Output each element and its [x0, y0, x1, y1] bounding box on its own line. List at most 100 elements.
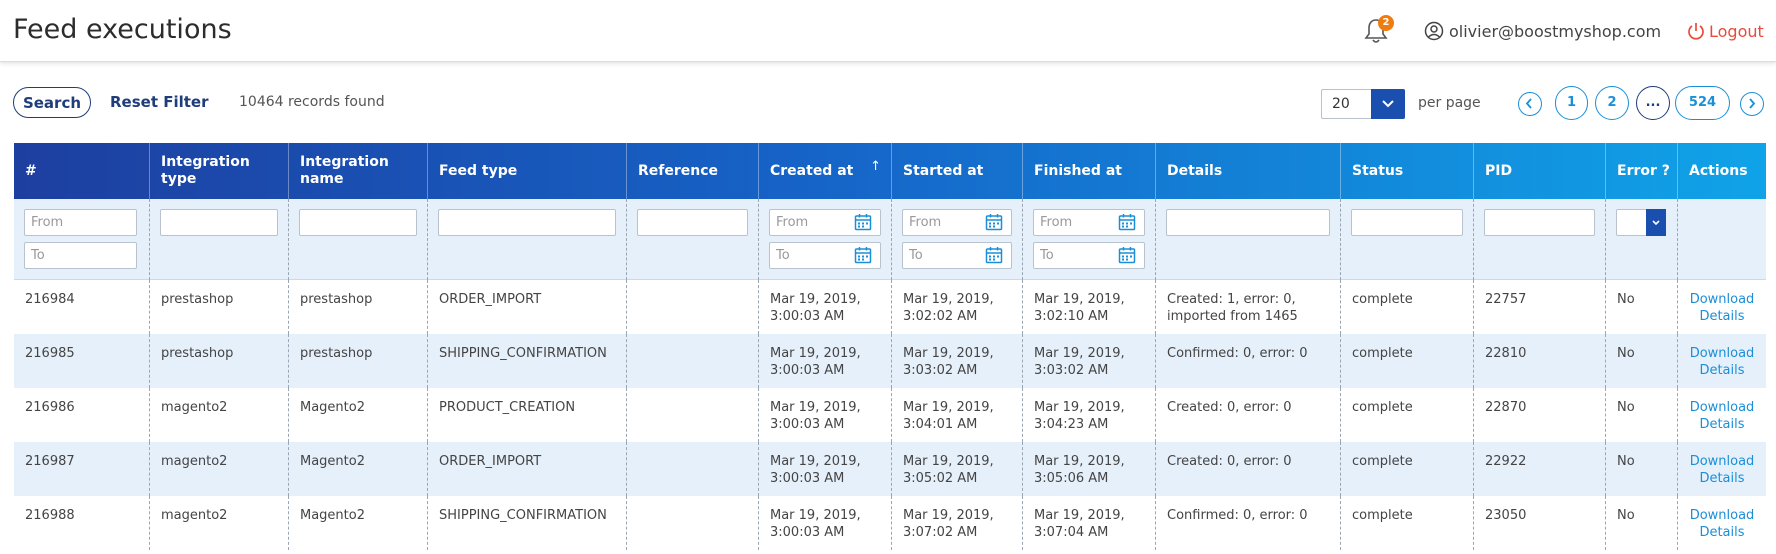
filter-cell-details — [1156, 199, 1341, 280]
cell-pid: 22757 — [1474, 280, 1606, 334]
search-button[interactable]: Search — [13, 87, 91, 118]
download-details-link[interactable]: Download Details — [1689, 454, 1755, 486]
cell-details: Created: 0, error: 0 — [1156, 388, 1341, 442]
calendar-icon[interactable] — [985, 246, 1003, 264]
download-details-link[interactable]: Download Details — [1689, 400, 1755, 432]
sort-ascending-icon: ↑ — [870, 159, 881, 174]
cell-details: Created: 1, error: 0, imported from 1465 — [1156, 280, 1341, 334]
filter-row — [14, 199, 1766, 280]
details-filter-input[interactable] — [1166, 209, 1330, 236]
cell-integration-name: Magento2 — [289, 496, 428, 550]
filter-cell-reference — [627, 199, 759, 280]
error-filter-select[interactable] — [1616, 209, 1666, 236]
column-header-error[interactable]: Error ? — [1606, 143, 1678, 199]
filter-cell-error — [1606, 199, 1678, 280]
cell-reference — [627, 334, 759, 388]
cell-started-at: Mar 19, 2019, 3:03:02 AM — [892, 334, 1023, 388]
calendar-icon[interactable] — [854, 246, 872, 264]
cell-integration-name: prestashop — [289, 280, 428, 334]
download-details-link[interactable]: Download Details — [1689, 292, 1755, 324]
created-at-label: Created at — [770, 162, 854, 179]
page-button-last[interactable]: 524 — [1675, 86, 1730, 120]
column-header-feed-type[interactable]: Feed type — [428, 143, 627, 199]
calendar-icon[interactable] — [1118, 213, 1136, 231]
cell-finished-at: Mar 19, 2019, 3:07:04 AM — [1023, 496, 1156, 550]
filter-cell-id — [14, 199, 150, 280]
started-at-to-input[interactable] — [902, 242, 1012, 269]
column-header-pid[interactable]: PID — [1474, 143, 1606, 199]
column-header-id[interactable]: # — [14, 143, 150, 199]
cell-actions: Download Details — [1678, 334, 1766, 388]
reference-filter-input[interactable] — [637, 209, 748, 236]
page-button-1[interactable]: 1 — [1555, 86, 1588, 120]
feed-type-filter-input[interactable] — [438, 209, 616, 236]
cell-integration-name: Magento2 — [289, 442, 428, 496]
cell-status: complete — [1341, 280, 1474, 334]
cell-created-at: Mar 19, 2019, 3:00:03 AM — [759, 388, 892, 442]
cell-integration-type: magento2 — [150, 388, 289, 442]
cell-created-at: Mar 19, 2019, 3:00:03 AM — [759, 442, 892, 496]
cell-reference — [627, 442, 759, 496]
calendar-icon[interactable] — [1118, 246, 1136, 264]
cell-id: 216987 — [14, 442, 150, 496]
integration-type-filter-input[interactable] — [160, 209, 278, 236]
download-details-link[interactable]: Download Details — [1689, 346, 1755, 378]
filter-cell-created-at — [759, 199, 892, 280]
pid-filter-input[interactable] — [1484, 209, 1595, 236]
user-email: olivier@boostmyshop.com — [1449, 21, 1662, 41]
next-page-button[interactable] — [1740, 92, 1764, 116]
logout-link[interactable]: Logout — [1687, 20, 1764, 42]
logout-label: Logout — [1709, 21, 1764, 41]
column-header-integration-name[interactable]: Integration name — [289, 143, 428, 199]
integration-name-filter-input[interactable] — [299, 209, 417, 236]
column-header-status[interactable]: Status — [1341, 143, 1474, 199]
cell-actions: Download Details — [1678, 388, 1766, 442]
per-page-dropdown-button[interactable] — [1371, 89, 1405, 119]
column-header-finished-at[interactable]: Finished at — [1023, 143, 1156, 199]
cell-integration-name: prestashop — [289, 334, 428, 388]
column-header-reference[interactable]: Reference — [627, 143, 759, 199]
filter-cell-integration-name — [289, 199, 428, 280]
column-header-details[interactable]: Details — [1156, 143, 1341, 199]
page-title: Feed executions — [13, 14, 232, 45]
filter-cell-finished-at — [1023, 199, 1156, 280]
cell-actions: Download Details — [1678, 442, 1766, 496]
reset-filter-link[interactable]: Reset Filter — [110, 93, 209, 111]
column-header-created-at[interactable]: Created at ↑ — [759, 143, 892, 199]
cell-feed-type: SHIPPING_CONFIRMATION — [428, 334, 627, 388]
cell-id: 216988 — [14, 496, 150, 550]
previous-page-button[interactable] — [1518, 92, 1542, 116]
per-page-value: 20 — [1332, 96, 1350, 112]
id-from-input[interactable] — [24, 209, 137, 236]
cell-integration-name: Magento2 — [289, 388, 428, 442]
id-to-input[interactable] — [24, 242, 137, 269]
cell-created-at: Mar 19, 2019, 3:00:03 AM — [759, 280, 892, 334]
notification-badge: 2 — [1378, 15, 1394, 31]
page-ellipsis[interactable]: ... — [1636, 86, 1670, 120]
calendar-icon[interactable] — [985, 213, 1003, 231]
user-menu[interactable]: olivier@boostmyshop.com — [1424, 20, 1661, 42]
cell-id: 216984 — [14, 280, 150, 334]
user-icon — [1424, 21, 1444, 41]
table-row: 216986 magento2 Magento2 PRODUCT_CREATIO… — [14, 388, 1766, 442]
cell-feed-type: SHIPPING_CONFIRMATION — [428, 496, 627, 550]
status-filter-input[interactable] — [1351, 209, 1463, 236]
filter-cell-started-at — [892, 199, 1023, 280]
chevron-down-icon — [1382, 100, 1394, 108]
download-details-link[interactable]: Download Details — [1689, 508, 1755, 540]
page-button-2[interactable]: 2 — [1595, 86, 1629, 120]
column-header-started-at[interactable]: Started at — [892, 143, 1023, 199]
cell-status: complete — [1341, 442, 1474, 496]
error-filter-dropdown-button[interactable] — [1646, 209, 1666, 236]
column-header-integration-type[interactable]: Integration type — [150, 143, 289, 199]
cell-finished-at: Mar 19, 2019, 3:03:02 AM — [1023, 334, 1156, 388]
column-header-actions: Actions — [1689, 162, 1748, 179]
cell-error: No — [1606, 496, 1678, 550]
chevron-left-icon — [1525, 98, 1532, 109]
cell-feed-type: ORDER_IMPORT — [428, 280, 627, 334]
cell-pid: 22870 — [1474, 388, 1606, 442]
feed-executions-table: # Integration type Integration name Feed… — [14, 143, 1766, 550]
calendar-icon[interactable] — [854, 213, 872, 231]
cell-error: No — [1606, 280, 1678, 334]
per-page-select[interactable]: 20 — [1321, 89, 1405, 119]
